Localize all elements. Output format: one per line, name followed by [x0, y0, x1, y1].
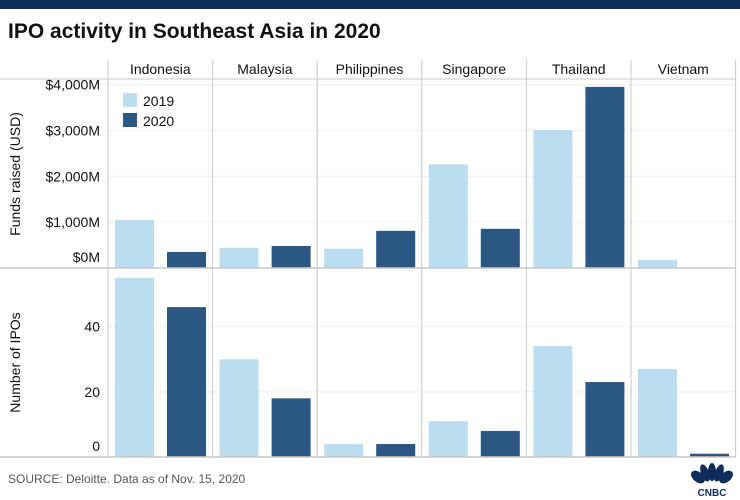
- bar-2020-indonesia: [167, 251, 206, 268]
- category-header-philippines: Philippines: [336, 61, 404, 77]
- cnbc-peacock-logo: CNBC: [691, 463, 733, 497]
- category-header-vietnam: Vietnam: [658, 61, 709, 77]
- bar-2019-indonesia: [115, 277, 154, 457]
- legend-swatch-2019: [123, 93, 137, 107]
- category-header-thailand: Thailand: [552, 61, 606, 77]
- y-tick-label: $1,000M: [46, 214, 100, 230]
- category-header-malaysia: Malaysia: [237, 61, 292, 77]
- legend-label-2020: 2020: [143, 113, 174, 129]
- chart-title: IPO activity in Southeast Asia in 2020: [8, 20, 381, 43]
- y-tick-label: 0: [92, 438, 100, 454]
- svg-text:CNBC: CNBC: [698, 488, 727, 497]
- y-tick-label: $0M: [73, 249, 100, 265]
- bar-2019-philippines: [324, 248, 364, 268]
- bar-2019-singapore: [428, 421, 468, 457]
- bar-2020-indonesia: [167, 307, 206, 457]
- legend-swatch-2020: [123, 113, 137, 127]
- bar-2020-malaysia: [271, 245, 311, 268]
- bar-2020-thailand: [585, 382, 625, 457]
- y-axis-label: Number of IPOs: [7, 312, 23, 412]
- bar-2020-philippines: [376, 230, 416, 268]
- y-tick-label: 40: [84, 319, 100, 335]
- source-note: SOURCE: Deloitte. Data as of Nov. 15, 20…: [8, 472, 246, 486]
- bar-2019-malaysia: [219, 359, 259, 457]
- y-axis-label: Funds raised (USD): [7, 112, 23, 236]
- bar-2019-vietnam: [638, 369, 677, 457]
- bar-2019-thailand: [533, 346, 573, 457]
- header-bar: [0, 0, 740, 9]
- bar-2019-indonesia: [115, 219, 154, 268]
- y-tick-label: $4,000M: [46, 77, 100, 93]
- bar-2019-thailand: [533, 129, 573, 268]
- y-tick-label: 20: [84, 384, 100, 400]
- bar-2020-malaysia: [271, 398, 311, 457]
- category-header-indonesia: Indonesia: [130, 61, 191, 77]
- bar-2019-singapore: [428, 164, 468, 268]
- bar-2020-thailand: [585, 86, 625, 268]
- bar-2019-malaysia: [219, 247, 259, 268]
- y-tick-label: $2,000M: [46, 168, 100, 184]
- bar-2020-singapore: [480, 228, 520, 268]
- bar-2019-vietnam: [638, 259, 677, 268]
- bar-2020-vietnam: [690, 453, 729, 457]
- legend-label-2019: 2019: [143, 93, 174, 109]
- y-tick-label: $3,000M: [46, 122, 100, 138]
- bar-2020-singapore: [480, 430, 520, 457]
- bar-2019-philippines: [324, 443, 364, 457]
- bar-2020-philippines: [376, 443, 416, 457]
- category-header-singapore: Singapore: [442, 61, 506, 77]
